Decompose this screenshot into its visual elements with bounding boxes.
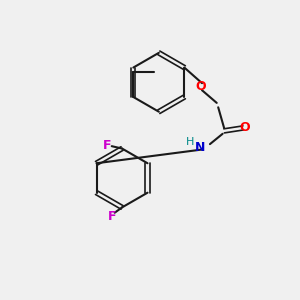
Text: N: N <box>195 141 205 154</box>
Text: F: F <box>107 210 116 223</box>
Text: H: H <box>186 137 194 147</box>
Text: F: F <box>103 139 112 152</box>
Text: O: O <box>239 122 250 134</box>
Text: O: O <box>195 80 206 93</box>
